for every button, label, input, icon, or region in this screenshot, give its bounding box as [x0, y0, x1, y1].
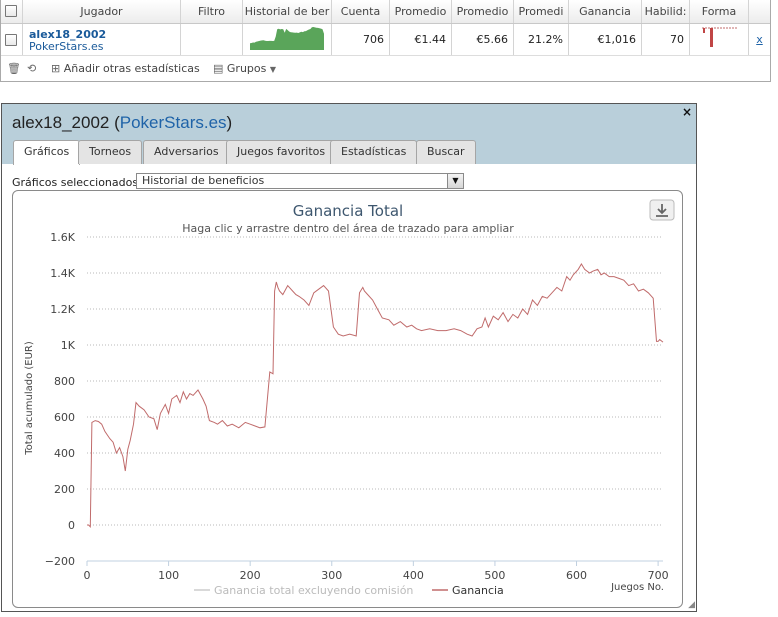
add-stats-label: Añadir otras estadísticas [63, 62, 200, 75]
row-check-cell [1, 24, 23, 55]
window-header[interactable]: alex18_2002 (PokerStars.es) × Gráficos T… [2, 104, 696, 165]
col-forma[interactable]: Forma [690, 0, 749, 23]
window-title: alex18_2002 (PokerStars.es) [12, 113, 233, 132]
player-name-link[interactable]: alex18_2002 [29, 28, 107, 41]
x-tick-label: 100 [158, 569, 179, 582]
legend-item-excl-rake[interactable]: Ganancia total excluyendo comisión [194, 584, 413, 597]
x-tick-label: 700 [648, 569, 669, 582]
resize-handle-icon[interactable]: ◢ [688, 600, 695, 610]
tab-torneos[interactable]: Torneos [78, 140, 143, 164]
chart-type-value: Historial de beneficios [142, 174, 265, 187]
x-tick-label: 600 [566, 569, 587, 582]
groups-icon: ▤ [213, 62, 224, 75]
player-cell: alex18_2002 PokerStars.es [23, 24, 181, 55]
y-axis-label: Total acumulado (EUR) [24, 341, 35, 456]
charts-select-label: Gráficos seleccionados: [12, 176, 142, 189]
y-tick-label: 200 [54, 483, 75, 496]
x-tick-label: 0 [84, 569, 91, 582]
col-ganancia[interactable]: Ganancia [569, 0, 642, 23]
form-chart [702, 27, 738, 47]
form-bar-1 [703, 28, 705, 33]
add-stats-button[interactable]: ⊞ Añadir otras estadísticas [51, 62, 200, 75]
legend-item-ganancia[interactable]: Ganancia [432, 584, 504, 597]
table-row[interactable]: alex18_2002 PokerStars.es 706 €1.44 €5.6… [1, 24, 770, 56]
legend-label-excl-rake: Ganancia total excluyendo comisión [214, 584, 413, 597]
x-axis-label: Juegos No. [610, 582, 664, 593]
series-ganancia-line[interactable] [87, 263, 664, 529]
export-button[interactable] [649, 199, 675, 221]
chevron-down-icon[interactable]: ▼ [447, 174, 463, 188]
remove-cell: x [749, 24, 770, 55]
x-tick-label: 200 [240, 569, 261, 582]
count-value: 706 [332, 24, 390, 55]
col-promedio-1[interactable]: Promedio [390, 0, 452, 23]
pct-value: 21.2% [514, 24, 569, 55]
y-tick-label: 600 [54, 411, 75, 424]
y-tick-label: 400 [54, 447, 75, 460]
player-site-link[interactable]: PokerStars.es [29, 40, 104, 53]
filter-cell[interactable] [181, 24, 243, 55]
y-axis-ticks: −200 0 200 400 600 800 1K 1.2K 1.4K 1.6K [45, 231, 76, 568]
add-stats-icon: ⊞ [51, 62, 61, 75]
history-cell [243, 24, 332, 55]
col-habilidad[interactable]: Habilid: [642, 0, 690, 23]
gain-value: €1,016 [569, 24, 642, 55]
window-player-name: alex18_2002 [12, 113, 110, 132]
col-promedio-2[interactable]: Promedio [452, 0, 514, 23]
refresh-icon[interactable]: ⟲ [27, 62, 37, 75]
chart-type-select[interactable]: Historial de beneficios ▼ [136, 173, 464, 189]
y-tick-label: 1.2K [50, 303, 75, 316]
col-historial[interactable]: Historial de ber [243, 0, 332, 23]
y-tick-label: 1K [61, 339, 76, 352]
grid-header: Jugador Filtro Historial de ber Cuenta P… [1, 0, 770, 24]
chart-subtitle: Haga clic y arrastre dentro del área de … [182, 222, 514, 235]
groups-button[interactable]: ▤ Grupos ▼ [213, 62, 276, 75]
groups-label: Grupos [226, 62, 267, 75]
select-all-checkbox[interactable] [5, 5, 17, 17]
y-tick-label: 800 [54, 375, 75, 388]
player-window: alex18_2002 (PokerStars.es) × Gráficos T… [1, 103, 697, 612]
col-filtro[interactable]: Filtro [181, 0, 243, 23]
y-tick-label: 1.6K [50, 231, 75, 244]
tab-estadisticas[interactable]: Estadísticas [330, 140, 418, 164]
tab-graficos[interactable]: Gráficos [13, 140, 81, 165]
x-tick-label: 500 [484, 569, 505, 582]
row-checkbox[interactable] [5, 34, 17, 46]
trash-icon[interactable]: 🗑 [7, 62, 21, 75]
tab-adversarios[interactable]: Adversarios [143, 140, 230, 164]
window-site-link[interactable]: PokerStars.es [119, 113, 227, 132]
select-all-cell [1, 0, 23, 23]
y-tick-label: 1.4K [50, 267, 75, 280]
col-jugador[interactable]: Jugador [23, 0, 181, 23]
avg2-value: €5.66 [452, 24, 514, 55]
profit-chart[interactable]: Ganancia Total Haga clic y arrastre dent… [13, 191, 682, 607]
chart-title: Ganancia Total [293, 202, 403, 220]
history-sparkline [250, 27, 324, 50]
download-icon [656, 204, 668, 217]
close-icon[interactable]: × [681, 105, 692, 119]
players-grid: Jugador Filtro Historial de ber Cuenta P… [0, 0, 771, 82]
legend-label-ganancia: Ganancia [452, 584, 504, 597]
form-cell [690, 24, 749, 55]
legend: Ganancia total excluyendo comisión Ganan… [194, 584, 504, 597]
chart-container: Ganancia Total Haga clic y arrastre dent… [12, 190, 683, 608]
avg1-value: €1.44 [390, 24, 452, 55]
y-tick-label: 0 [68, 519, 75, 532]
tab-juegos-favoritos[interactable]: Juegos favoritos [226, 140, 337, 164]
sparkline-area [250, 27, 324, 50]
col-cuenta[interactable]: Cuenta [332, 0, 390, 23]
remove-row-link[interactable]: x [756, 33, 763, 46]
chart-gridlines [87, 236, 663, 526]
x-tick-label: 400 [403, 569, 424, 582]
x-axis-ticks: 0 100 200 300 400 500 600 700 [84, 561, 669, 582]
y-tick-label: −200 [45, 555, 75, 568]
grid-toolbar: 🗑 ⟲ ⊞ Añadir otras estadísticas ▤ Grupos… [1, 57, 770, 81]
x-tick-label: 300 [321, 569, 342, 582]
col-remove [749, 0, 770, 23]
skill-value: 70 [642, 24, 690, 55]
chevron-down-icon: ▼ [269, 65, 277, 74]
tab-buscar[interactable]: Buscar [416, 140, 476, 164]
form-bar-2 [710, 28, 713, 47]
col-promedio-3[interactable]: Promedi [514, 0, 569, 23]
